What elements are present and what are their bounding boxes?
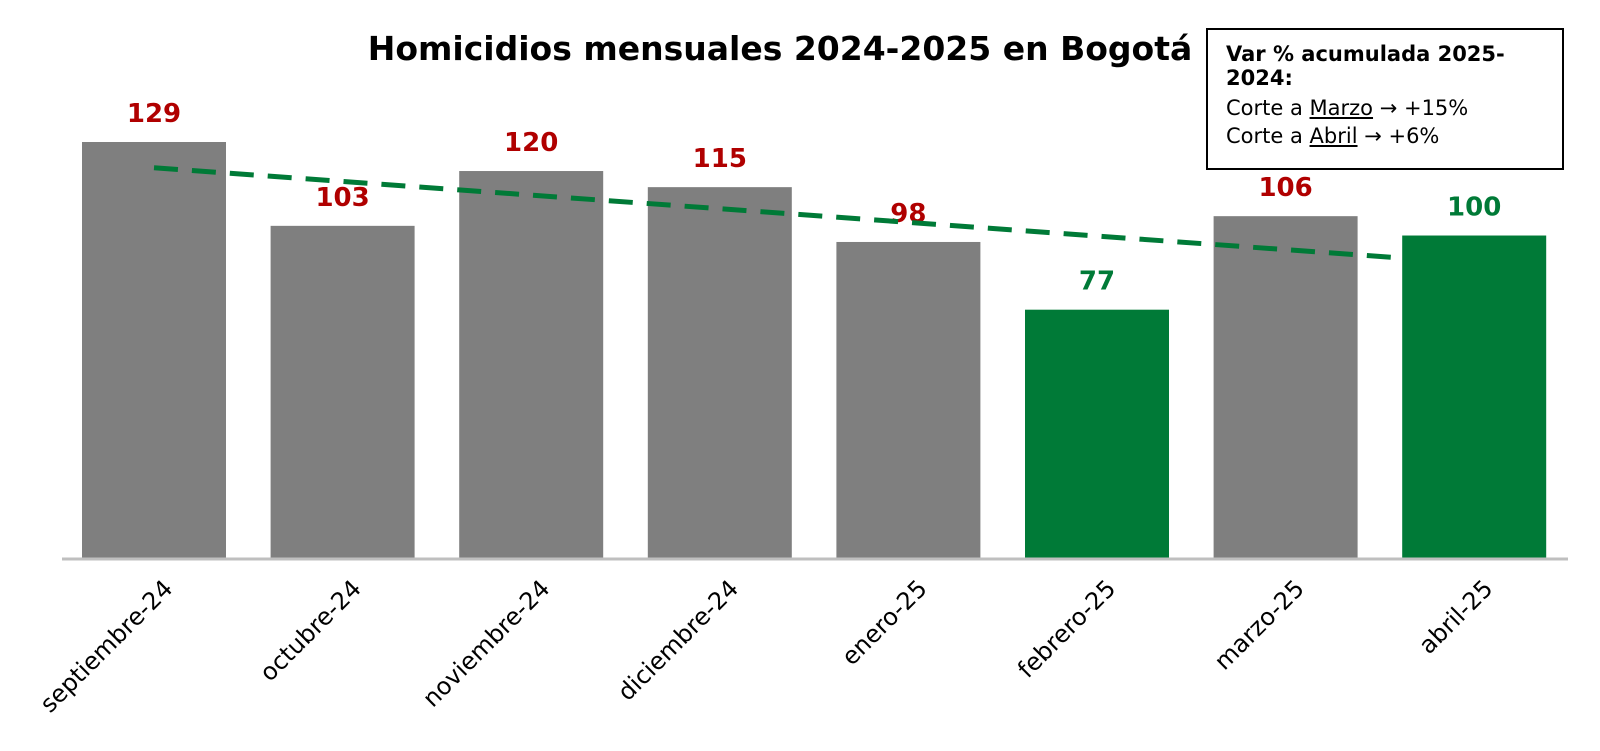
bar-marzo-25	[1213, 216, 1358, 559]
trend-line	[153, 165, 1403, 261]
bar-diciembre-24	[647, 187, 792, 559]
bar-febrero-25	[1025, 309, 1169, 558]
note-march-value: → +15%	[1373, 96, 1469, 120]
x-tick-noviembre-24: noviembre-24	[417, 574, 555, 712]
x-tick-abril-25: abril-25	[1413, 574, 1498, 659]
bar-octubre-24	[270, 225, 415, 558]
note-line-march: Corte a Marzo → +15%	[1226, 96, 1544, 120]
x-tick-septiembre-24: septiembre-24	[35, 574, 179, 718]
bar-enero-25	[836, 241, 981, 558]
note-april-value: → +6%	[1357, 124, 1440, 148]
data-label-marzo-25: 106	[1258, 173, 1312, 203]
note-march-prefix: Corte a	[1226, 96, 1310, 120]
x-tick-enero-25: enero-25	[836, 574, 932, 670]
bar-septiembre-24	[82, 142, 226, 558]
data-label-febrero-25: 77	[1079, 267, 1115, 297]
x-tick-marzo-25: marzo-25	[1209, 574, 1310, 675]
data-label-septiembre-24: 129	[127, 99, 181, 129]
bar-abril-25	[1402, 235, 1547, 558]
chart-title: Homicidios mensuales 2024-2025 en Bogotá	[368, 29, 1192, 68]
x-tick-diciembre-24: diciembre-24	[612, 574, 744, 706]
note-april-prefix: Corte a	[1226, 124, 1310, 148]
note-april-month: Abril	[1309, 124, 1358, 148]
note-march-month: Marzo	[1309, 96, 1374, 120]
x-tick-febrero-25: febrero-25	[1012, 574, 1121, 683]
note-line-april: Corte a Abril → +6%	[1226, 124, 1544, 148]
data-label-noviembre-24: 120	[504, 128, 558, 158]
bar-noviembre-24	[459, 171, 604, 558]
data-label-abril-25: 100	[1447, 193, 1501, 223]
cumulative-variation-note: Var % acumulada 2025-2024: Corte a Marzo…	[1206, 28, 1564, 170]
x-tick-octubre-24: octubre-24	[254, 574, 366, 686]
data-label-diciembre-24: 115	[693, 144, 747, 174]
note-heading: Var % acumulada 2025-2024:	[1226, 42, 1505, 90]
data-label-octubre-24: 103	[315, 183, 369, 213]
